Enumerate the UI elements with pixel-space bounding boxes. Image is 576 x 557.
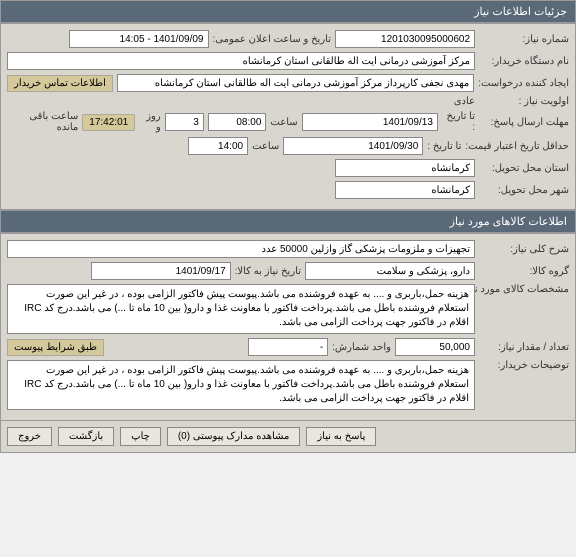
need-info-header: جزئیات اطلاعات نیاز xyxy=(0,0,576,23)
buyer-org-label: نام دستگاه خریدار: xyxy=(479,56,569,67)
price-time-value: 14:00 xyxy=(188,137,248,155)
button-bar: پاسخ به نیاز مشاهده مدارک پیوستی (0) چاپ… xyxy=(0,421,576,453)
unit-value: - xyxy=(248,338,328,356)
contact-info-button[interactable]: اطلاعات تماس خریدار xyxy=(7,75,113,92)
exit-button[interactable]: خروج xyxy=(7,427,52,446)
reply-time-value: 08:00 xyxy=(208,113,267,131)
price-validity-label: حداقل تاریخ اعتبار قیمت: xyxy=(465,141,569,152)
province-label: استان محل تحویل: xyxy=(479,163,569,174)
item-spec-label: مشخصات کالای مورد نیاز: xyxy=(479,284,569,295)
province-value: کرمانشاه xyxy=(335,159,475,177)
reply-deadline-label: مهلت ارسال پاسخ: xyxy=(479,117,569,128)
city-label: شهر محل تحویل: xyxy=(479,185,569,196)
need-number-value: 1201030095000602 xyxy=(335,30,475,48)
need-date-value: 1401/09/17 xyxy=(91,262,231,280)
days-value: 3 xyxy=(165,113,204,131)
reply-to-date-value: 1401/09/13 xyxy=(302,113,438,131)
need-number-label: شماره نیاز: xyxy=(479,34,569,45)
city-value: کرمانشاه xyxy=(335,181,475,199)
buyer-notes-value: هزینه حمل،باربری و .... به عهده فروشنده … xyxy=(7,360,475,410)
priority-value: عادی xyxy=(454,96,475,107)
remaining-label: ساعت باقی مانده xyxy=(7,111,78,133)
need-date-label: تاریخ نیاز به کالا: xyxy=(235,266,301,277)
request-creator-value: مهدی نجفی کارپرداز مرکز آموزشی درمانی ای… xyxy=(117,74,474,92)
need-desc-label: شرح کلی نیاز: xyxy=(479,244,569,255)
unit-label: واحد شمارش: xyxy=(332,342,391,353)
qty-label: تعداد / مقدار نیاز: xyxy=(479,342,569,353)
buyer-notes-label: توضیحات خریدار: xyxy=(479,360,569,371)
public-date-label: تاریخ و ساعت اعلان عمومی: xyxy=(213,34,332,45)
countdown-badge: 17:42:01 xyxy=(82,114,135,131)
days-and-label: روز و xyxy=(139,111,160,133)
need-info-panel: شماره نیاز: 1201030095000602 تاریخ و ساع… xyxy=(0,23,576,210)
goods-group-value: دارو، پزشکی و سلامت xyxy=(305,262,475,280)
qty-value: 50,000 xyxy=(395,338,475,356)
attachments-button[interactable]: مشاهده مدارک پیوستی (0) xyxy=(167,427,301,446)
time-label-1: ساعت xyxy=(270,117,297,128)
price-to-date-value: 1401/09/30 xyxy=(283,137,423,155)
public-date-value: 1401/09/09 - 14:05 xyxy=(69,30,209,48)
back-button[interactable]: بازگشت xyxy=(58,427,114,446)
need-desc-value: تجهیزات و ملزومات پزشکی گاز وازلین 50000… xyxy=(7,240,475,258)
to-date-label-1: تا تاریخ : xyxy=(442,111,475,133)
item-spec-value: هزینه حمل،باربری و .... به عهده فروشنده … xyxy=(7,284,475,334)
items-info-panel: شرح کلی نیاز: تجهیزات و ملزومات پزشکی گا… xyxy=(0,233,576,421)
request-creator-label: ایجاد کننده درخواست: xyxy=(478,78,569,89)
priority-label: اولویت نیاز : xyxy=(479,96,569,107)
print-button[interactable]: چاپ xyxy=(120,427,161,446)
time-label-2: ساعت xyxy=(252,141,279,152)
items-info-header: اطلاعات کالاهای مورد نیاز xyxy=(0,210,576,233)
to-date-label-2: تا تاریخ : xyxy=(427,141,461,152)
goods-group-label: گروه کالا: xyxy=(479,266,569,277)
buyer-org-value: مرکز آموزشی درمانی ایت اله طالقانی استان… xyxy=(7,52,475,70)
terms-button[interactable]: طبق شرایط پیوست xyxy=(7,339,104,356)
reply-button[interactable]: پاسخ به نیاز xyxy=(306,427,376,446)
